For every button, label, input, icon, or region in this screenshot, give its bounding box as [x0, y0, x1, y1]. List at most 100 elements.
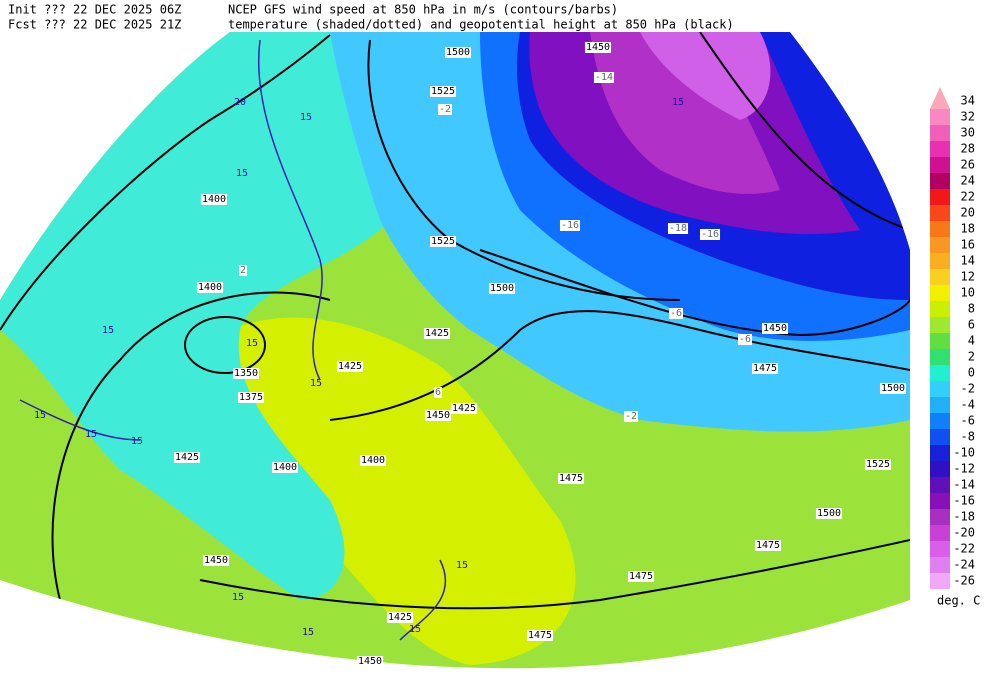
colorbar-label: 2: [968, 350, 975, 364]
colorbar-label: 34: [961, 94, 975, 108]
label-box: [271, 462, 299, 473]
colorbar-box: [930, 413, 950, 429]
colorbar-label: 28: [961, 142, 975, 156]
label-box: [359, 455, 387, 466]
colorbar-box: [930, 141, 950, 157]
label-box: [526, 630, 554, 641]
contour-label: 1525: [431, 236, 455, 247]
wind-label: 15: [300, 112, 312, 123]
colorbar-box: [930, 205, 950, 221]
colorbar-label: 6: [968, 318, 975, 332]
contour-label: 1450: [586, 42, 610, 53]
colorbar-box: [930, 333, 950, 349]
contour-label: 1500: [490, 283, 514, 294]
colorbar-box: [930, 365, 950, 381]
forecast-time: Fcst ??? 22 DEC 2025 21Z: [8, 18, 181, 32]
wind-label: 15: [456, 560, 468, 571]
label-box: [450, 403, 478, 414]
colorbar-label: 16: [961, 238, 975, 252]
wind-label: 15: [310, 378, 322, 389]
colorbar-label: 12: [961, 270, 975, 284]
colorbar-box: [930, 285, 950, 301]
colorbar-box: [930, 349, 950, 365]
colorbar-label: 10: [961, 286, 975, 300]
colorbar-label: 26: [961, 158, 975, 172]
label-box: [557, 473, 585, 484]
wind-label: 15: [302, 627, 314, 638]
label-box: [761, 323, 789, 334]
frigid-core: [590, 32, 780, 194]
label-box: [488, 283, 516, 294]
label-box: [559, 220, 581, 231]
colorbar-box: [930, 157, 950, 173]
contour-label: -2: [625, 411, 637, 422]
colorbar-label: 30: [961, 126, 975, 140]
colorbar-box: [930, 221, 950, 237]
colorbar-label: -8: [961, 430, 975, 444]
contour-label: 1400: [202, 194, 226, 205]
contour-label: 1475: [559, 473, 583, 484]
wind-label: 15: [102, 325, 114, 336]
contour-label: 1450: [426, 410, 450, 421]
label-box: [754, 540, 782, 551]
label-box: [429, 236, 457, 247]
contour-label: 1475: [528, 630, 552, 641]
colorbar-box: [930, 269, 950, 285]
contour-label: 1425: [388, 612, 412, 623]
colorbar-box: [930, 317, 950, 333]
contour-label: -14: [595, 72, 613, 83]
label-box: [879, 383, 907, 394]
colorbar-label: -16: [953, 494, 975, 508]
label-box: [232, 368, 260, 379]
colorbar-box: [930, 445, 950, 461]
label-box: [593, 72, 615, 83]
contour-label: 1400: [273, 462, 297, 473]
colorbar-label: -18: [953, 510, 975, 524]
label-box: [751, 363, 779, 374]
frigid-peak: [640, 32, 771, 120]
label-box: [699, 229, 721, 240]
label-box: [623, 411, 639, 422]
label-box: [668, 308, 684, 319]
colorbar-box: [930, 125, 950, 141]
contour-label: 1500: [817, 508, 841, 519]
wind-label: 20: [234, 97, 246, 108]
colorbar-label: 20: [961, 206, 975, 220]
colorbar-box: [930, 493, 950, 509]
contour-label: 1375: [239, 392, 263, 403]
contour-label: 1350: [234, 368, 258, 379]
wind-label: 15: [34, 410, 46, 421]
colorbar-box: [930, 573, 950, 589]
colorbar-box: [930, 253, 950, 269]
map-subtitle: temperature (shaded/dotted) and geopoten…: [228, 18, 734, 32]
warm-region: [228, 317, 576, 665]
contour-label: 6: [435, 387, 441, 398]
contour-label: -18: [669, 223, 687, 234]
colorbar-unit: deg. C: [937, 594, 980, 608]
contour-label: 1425: [452, 403, 476, 414]
label-box: [196, 282, 224, 293]
contour-label: 1425: [425, 328, 449, 339]
label-box: [815, 508, 843, 519]
contour-label: 1400: [198, 282, 222, 293]
colorbar-box: [930, 173, 950, 189]
contour-label: -6: [739, 334, 751, 345]
contour-label: 1425: [175, 452, 199, 463]
label-box: [423, 328, 451, 339]
label-box: [424, 410, 452, 421]
colorbar-box: [930, 557, 950, 573]
cool-region: [0, 32, 480, 600]
contour-label: -2: [439, 104, 451, 115]
colorbar-label: -14: [953, 478, 975, 492]
colorbar-cap: [930, 87, 950, 109]
colorbar-label: -6: [961, 414, 975, 428]
colorbar-label: 14: [961, 254, 975, 268]
label-box: [433, 387, 443, 398]
label-box: [202, 555, 230, 566]
wind-label: 15: [672, 97, 684, 108]
label-box: [386, 612, 414, 623]
contour-label: 1425: [338, 361, 362, 372]
label-box: [437, 104, 453, 115]
colorbar-label: -22: [953, 542, 975, 556]
